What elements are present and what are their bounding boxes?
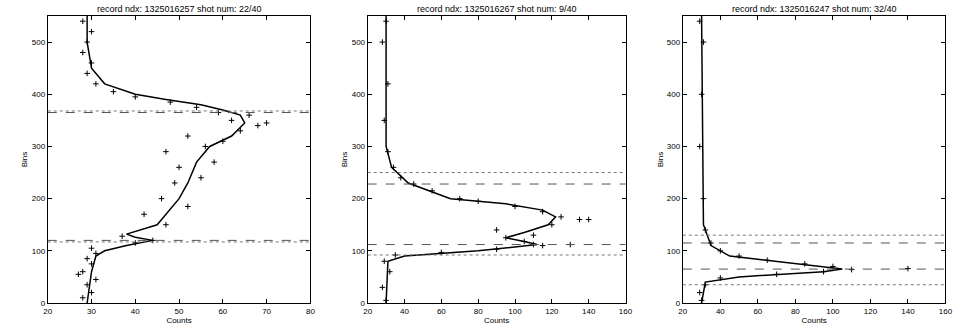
svg-text:200: 200 — [352, 194, 366, 203]
svg-text:80: 80 — [474, 307, 483, 316]
svg-text:100: 100 — [32, 247, 46, 256]
svg-text:record ndx: 1325016257 shot nu: record ndx: 1325016257 shot num: 22/40 — [97, 4, 262, 14]
svg-text:160: 160 — [619, 307, 633, 316]
svg-text:500: 500 — [352, 38, 366, 47]
svg-text:500: 500 — [32, 38, 46, 47]
svg-text:300: 300 — [32, 142, 46, 151]
svg-text:80: 80 — [791, 307, 800, 316]
svg-text:300: 300 — [667, 142, 681, 151]
svg-text:70: 70 — [262, 307, 271, 316]
svg-text:160: 160 — [939, 307, 953, 316]
svg-text:60: 60 — [753, 307, 762, 316]
svg-text:20: 20 — [43, 307, 52, 316]
svg-text:100: 100 — [352, 247, 366, 256]
svg-text:200: 200 — [32, 194, 46, 203]
svg-text:20: 20 — [363, 307, 372, 316]
svg-text:record ndx: 1325016247 shot nu: record ndx: 1325016247 shot num: 32/40 — [732, 4, 897, 14]
svg-text:50: 50 — [175, 307, 184, 316]
svg-text:300: 300 — [352, 142, 366, 151]
svg-text:Counts: Counts — [166, 316, 191, 325]
svg-text:40: 40 — [400, 307, 409, 316]
svg-text:20: 20 — [678, 307, 687, 316]
svg-text:40: 40 — [716, 307, 725, 316]
svg-text:40: 40 — [131, 307, 140, 316]
svg-text:30: 30 — [87, 307, 96, 316]
svg-text:0: 0 — [676, 299, 681, 308]
svg-text:100: 100 — [826, 307, 840, 316]
svg-text:100: 100 — [667, 247, 681, 256]
svg-text:Counts: Counts — [484, 316, 509, 325]
svg-text:0: 0 — [361, 299, 366, 308]
svg-text:100: 100 — [508, 307, 522, 316]
svg-text:record ndx: 1325016267 shot nu: record ndx: 1325016267 shot num: 9/40 — [417, 4, 577, 14]
svg-text:120: 120 — [545, 307, 559, 316]
svg-text:140: 140 — [582, 307, 596, 316]
svg-text:140: 140 — [901, 307, 915, 316]
svg-text:200: 200 — [667, 194, 681, 203]
svg-text:Bins: Bins — [340, 152, 349, 168]
svg-text:400: 400 — [32, 90, 46, 99]
svg-text:Counts: Counts — [801, 316, 826, 325]
svg-text:120: 120 — [864, 307, 878, 316]
svg-text:60: 60 — [437, 307, 446, 316]
svg-text:0: 0 — [41, 299, 46, 308]
svg-text:Bins: Bins — [20, 152, 29, 168]
svg-text:60: 60 — [218, 307, 227, 316]
svg-text:400: 400 — [352, 90, 366, 99]
svg-text:400: 400 — [667, 90, 681, 99]
svg-text:500: 500 — [667, 38, 681, 47]
svg-text:80: 80 — [306, 307, 315, 316]
svg-text:Bins: Bins — [656, 152, 665, 168]
